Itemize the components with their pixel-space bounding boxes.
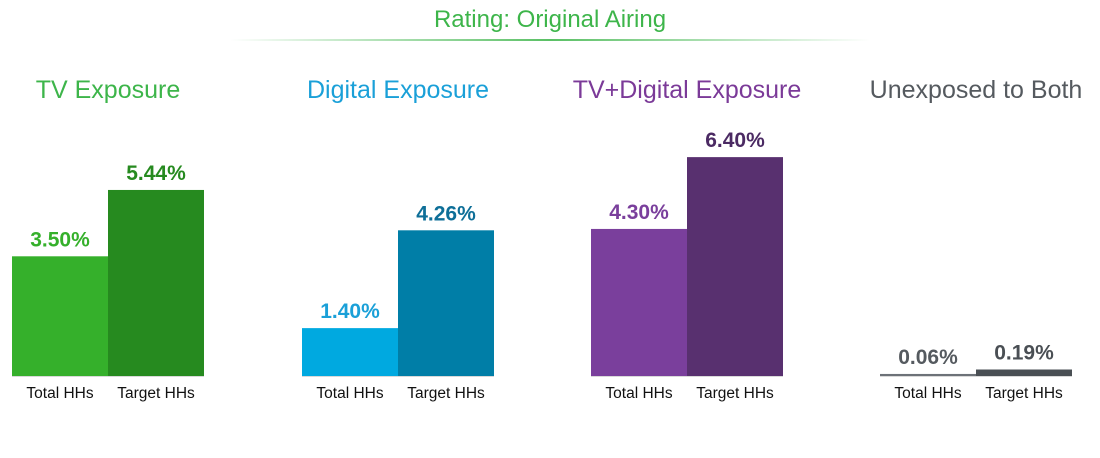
data-label: 1.40% bbox=[320, 300, 380, 323]
data-label: 0.19% bbox=[994, 342, 1054, 365]
bar bbox=[12, 256, 108, 376]
category-label: Total HHs bbox=[894, 385, 961, 402]
bar bbox=[976, 369, 1072, 376]
category-label: Target HHs bbox=[696, 385, 774, 402]
chart-title: Rating: Original Airing bbox=[433, 6, 667, 33]
category-label: Target HHs bbox=[985, 385, 1063, 402]
group-title: Digital Exposure bbox=[307, 76, 489, 104]
bar bbox=[302, 328, 398, 376]
group-title: TV Exposure bbox=[36, 76, 181, 104]
group-title: Unexposed to Both bbox=[870, 76, 1083, 104]
category-label: Target HHs bbox=[117, 385, 195, 402]
bar bbox=[108, 189, 204, 376]
bar bbox=[398, 230, 494, 376]
bar bbox=[880, 373, 976, 376]
category-label: Target HHs bbox=[407, 385, 485, 402]
category-label: Total HHs bbox=[605, 385, 672, 402]
bar bbox=[591, 228, 687, 376]
data-label: 6.40% bbox=[705, 129, 765, 152]
group-title: TV+Digital Exposure bbox=[573, 76, 802, 104]
data-label: 0.06% bbox=[898, 346, 958, 369]
category-label: Total HHs bbox=[316, 385, 383, 402]
data-label: 5.44% bbox=[126, 162, 186, 185]
data-label: 3.50% bbox=[30, 228, 90, 251]
data-label: 4.26% bbox=[416, 202, 476, 225]
bar bbox=[687, 157, 783, 376]
category-label: Total HHs bbox=[26, 385, 93, 402]
title-underline bbox=[230, 39, 870, 41]
data-label: 4.30% bbox=[609, 201, 669, 224]
